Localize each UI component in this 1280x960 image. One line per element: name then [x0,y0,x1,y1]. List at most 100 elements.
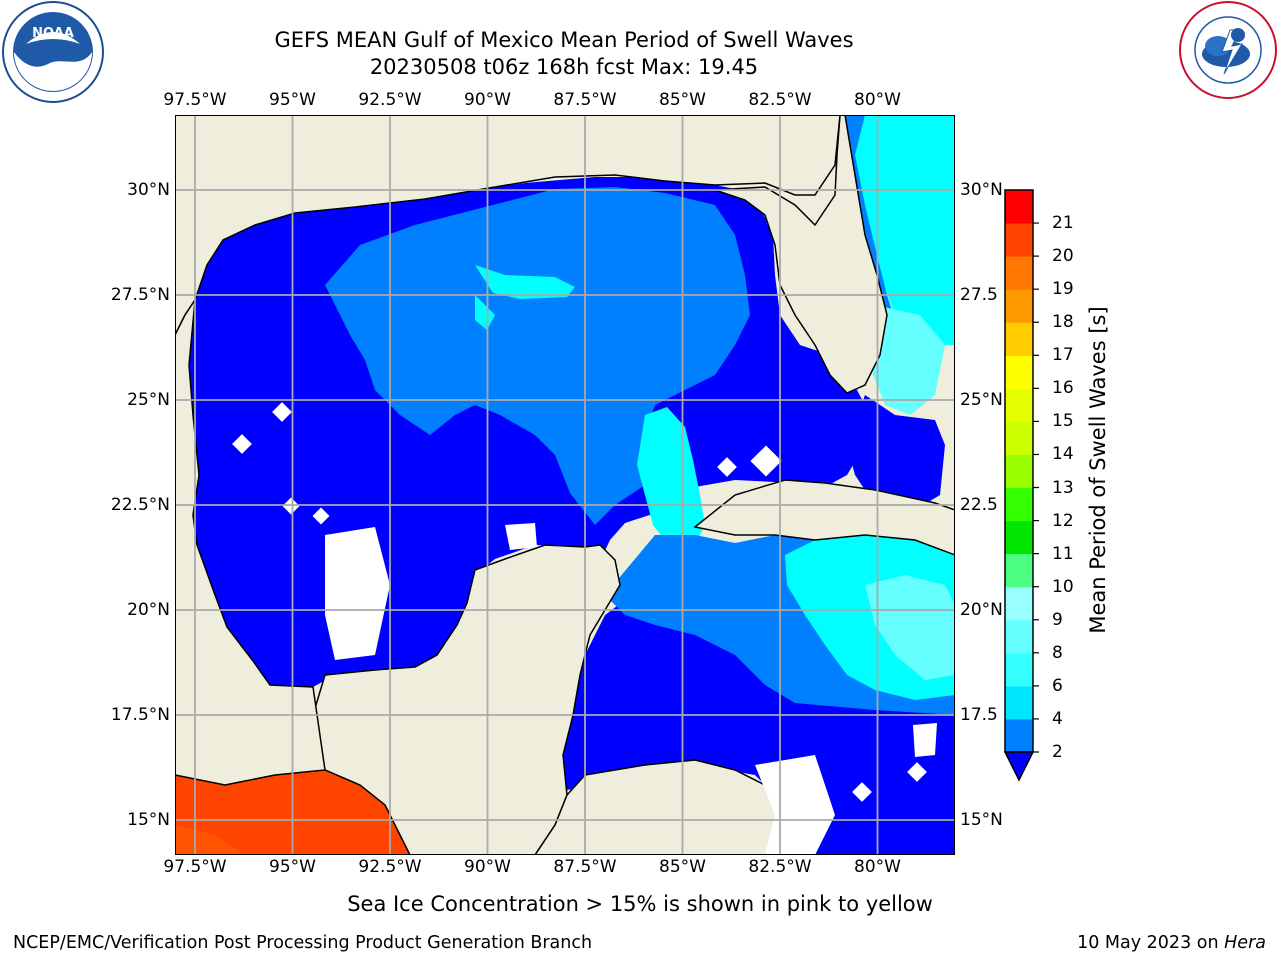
colorbar-tick-label: 12 [1052,510,1074,531]
lat-label-left: 20°N [127,600,170,620]
swell-field-bahamas-lightcyan [870,305,945,415]
lat-label-right: 25°N [960,390,1003,410]
lat-label-left: 27.5°N [110,285,170,305]
swell-field-gulf-cyan-3 [475,295,495,330]
lat-label-right: 17.5 [960,705,998,725]
colorbar-segment [1005,619,1033,654]
swell-field-gulf-cyan-1 [637,407,705,547]
map-plot [175,115,955,855]
colorbar-segment [1005,421,1033,455]
colorbar-segment [1005,388,1033,422]
sea-ice-note: Sea Ice Concentration > 15% is shown in … [347,892,933,916]
colorbar-tick-label: 17 [1052,345,1074,366]
swell-field-gulf-cyan-2 [475,265,575,299]
nodata-patch-3 [505,523,537,550]
lat-label-left: 30°N [127,180,170,200]
lon-label-bottom: 97.5°W [163,857,227,877]
lon-label-bottom: 90°W [464,857,511,877]
colorbar-label: Mean Period of Swell Waves [s] [1086,306,1110,634]
nodata-patch-10 [717,457,737,477]
cuba-land [693,479,955,556]
lon-label-bottom: 87.5°W [553,857,617,877]
florida-land [714,115,888,394]
lon-label-top: 97.5°W [163,90,227,110]
lon-label-bottom: 82.5°W [748,857,812,877]
gridlines [175,115,955,855]
mexico-land [175,299,326,786]
lon-label-top: 90°W [464,90,511,110]
nodata-patch-12 [852,782,872,802]
lat-label-right: 27.5 [960,285,998,305]
colorbar-tick-label: 14 [1052,444,1074,465]
swell-field-bahamas-dark [847,395,945,510]
colorbar-segment [1005,718,1033,753]
colorbar-segment [1005,454,1033,489]
colorbar-segment [1005,289,1033,323]
lon-label-top: 80°W [854,90,901,110]
colorbar-tick-label: 19 [1052,279,1074,300]
map-title: GEFS MEAN Gulf of Mexico Mean Period of … [274,28,854,52]
colorbar-extend-triangle [1003,751,1035,782]
swell-field-atlantic-cyan [845,115,955,345]
nodata-patch-2 [755,755,835,855]
lon-label-bottom: 80°W [854,857,901,877]
nodata-patch-7 [312,507,330,525]
lat-label-right: 22.5 [960,495,998,515]
footer-date: 10 May 2023 on Hera [1077,933,1266,953]
us-gulf-coast-land [175,115,841,336]
lon-label-top: 85°W [659,90,706,110]
colorbar-segment [1005,355,1033,389]
colorbar-segment [1005,553,1033,588]
lon-label-top: 95°W [269,90,316,110]
nodata-patch-9 [750,445,782,477]
colorbar-frame [1004,189,1034,753]
colorbar [1003,189,1039,782]
lat-label-right: 15°N [960,810,1003,830]
lon-label-bottom: 85°W [659,857,706,877]
colorbar-tick-label: 20 [1052,246,1074,267]
colorbar-segment [1005,256,1033,290]
footer-date-text: 10 May 2023 on [1077,933,1225,953]
swell-field-pacific-deep [175,825,245,855]
lat-label-left: 15°N [127,810,170,830]
colorbar-segment [1005,487,1033,522]
lon-label-top: 82.5°W [748,90,812,110]
svg-text:NOAA: NOAA [32,26,74,41]
colorbar-segment [1005,586,1033,621]
colorbar-tick-label: 10 [1052,576,1074,597]
lat-label-right: 20°N [960,600,1003,620]
nodata-patch-1 [325,527,390,660]
lat-label-left: 17.5°N [110,705,170,725]
colorbar-tick-label: 18 [1052,312,1074,333]
colorbar-segment [1005,322,1033,356]
lat-label-left: 22.5°N [110,495,170,515]
colorbar-segment [1005,685,1033,720]
colorbar-segment [1005,223,1033,257]
nws-logo [1179,1,1277,99]
footer-credit: NCEP/EMC/Verification Post Processing Pr… [13,933,593,953]
lon-label-bottom: 95°W [269,857,316,877]
colorbar-tick-label: 6 [1052,675,1063,696]
noaa-logo: NOAA [2,1,104,103]
nodata-patch-6 [232,434,252,454]
lon-label-top: 87.5°W [553,90,617,110]
colorbar-tick-label: 16 [1052,378,1074,399]
nodata-patch-5 [272,402,292,422]
footer-machine: Hera [1224,933,1266,953]
nodata-patch-4 [913,723,937,757]
colorbar-segment [1005,652,1033,687]
nodata-patch-11 [907,762,927,782]
lat-label-left: 25°N [127,390,170,410]
colorbar-tick-label: 2 [1052,742,1063,762]
colorbar-tick-label: 11 [1052,543,1074,564]
colorbar-tick-label: 4 [1052,708,1063,729]
swell-field-caribbean-lightcyan [865,575,955,680]
colorbar-tick-label: 15 [1052,411,1074,432]
colorbar-tick-label: 21 [1052,213,1074,234]
colorbar-tick-label: 8 [1052,642,1063,663]
colorbar-segment [1005,520,1033,555]
colorbar-tick-label: 9 [1052,609,1063,630]
colorbar-segment [1005,190,1033,224]
lat-label-right: 30°N [960,180,1003,200]
lon-label-bottom: 92.5°W [358,857,422,877]
